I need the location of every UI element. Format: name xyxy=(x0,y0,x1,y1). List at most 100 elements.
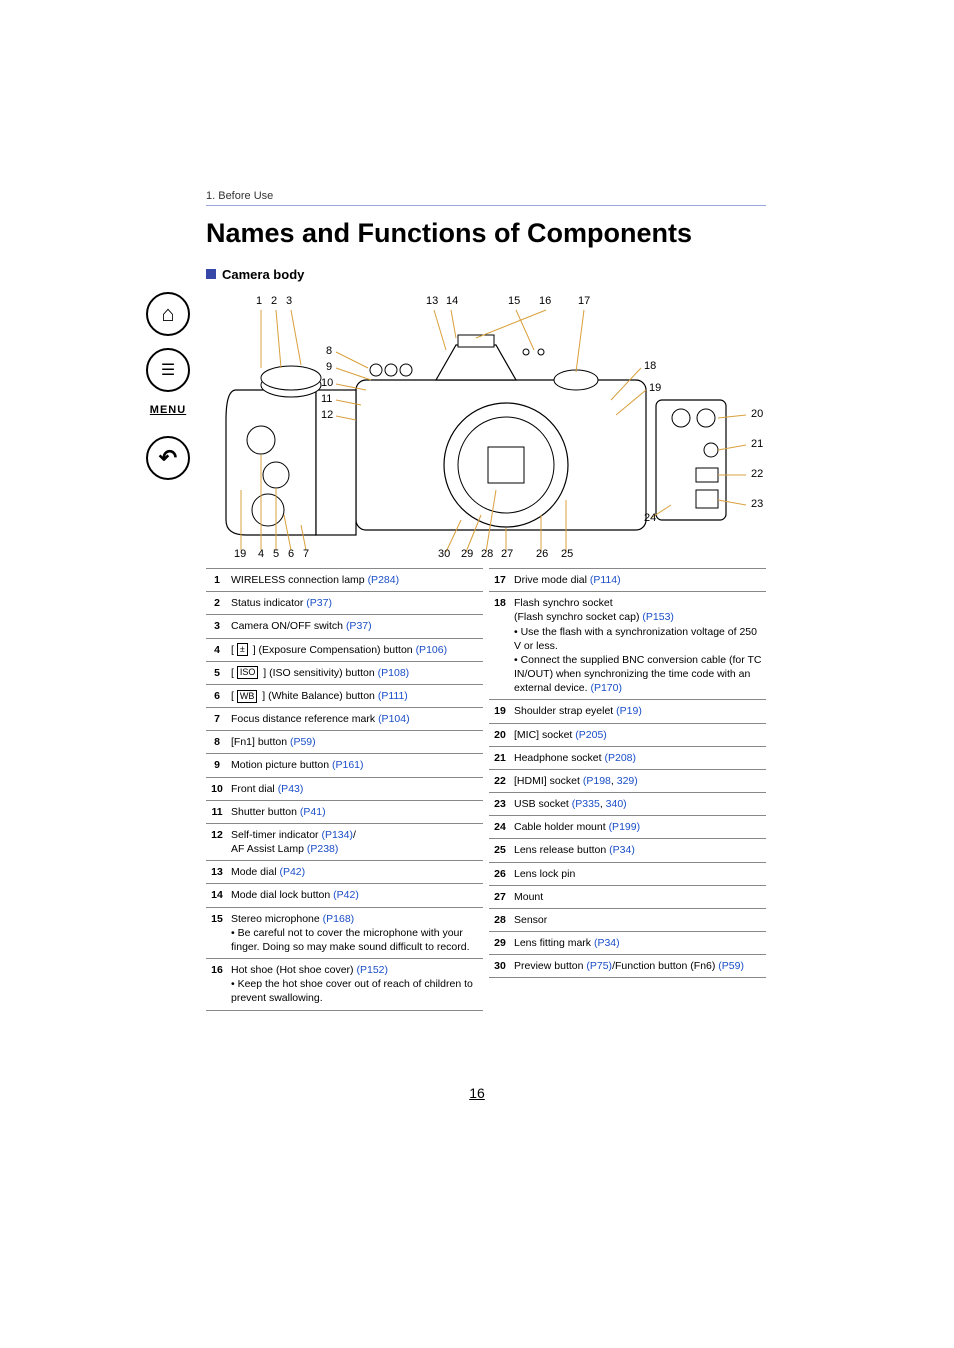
page-content: 1. Before Use Names and Functions of Com… xyxy=(206,190,766,1011)
nav-sidebar: ⌂ ☰ MENU ↶ xyxy=(138,292,198,492)
table-row: 26Lens lock pin xyxy=(489,862,766,885)
camera-diagram: 1 2 3 13 14 15 16 17 18 19 20 21 22 23 2… xyxy=(206,290,766,560)
row-number: 27 xyxy=(489,885,511,908)
page-ref-link[interactable]: (P34) xyxy=(609,844,635,856)
page-ref-link[interactable]: (P161) xyxy=(332,759,364,771)
row-number: 24 xyxy=(489,816,511,839)
row-number: 7 xyxy=(206,708,228,731)
page-ref-link[interactable]: (P153) xyxy=(642,611,674,623)
page-ref-link[interactable]: (P152) xyxy=(356,964,388,976)
back-icon[interactable]: ↶ xyxy=(146,436,190,480)
row-desc: Focus distance reference mark (P104) xyxy=(228,708,483,731)
page-ref-link[interactable]: (P284) xyxy=(368,574,400,586)
page-ref-link[interactable]: (P59) xyxy=(718,960,744,972)
table-row: 30Preview button (P75)/Function button (… xyxy=(489,955,766,978)
co-b5: 5 xyxy=(273,548,279,560)
co-15: 15 xyxy=(508,295,520,307)
co-b6: 6 xyxy=(288,548,294,560)
page-ref-link[interactable]: (P114) xyxy=(590,574,621,586)
row-number: 8 xyxy=(206,731,228,754)
row-desc: Headphone socket (P208) xyxy=(511,746,766,769)
row-desc: Mount xyxy=(511,885,766,908)
page-ref-link[interactable]: (P108) xyxy=(378,667,410,679)
co-26: 26 xyxy=(536,548,548,560)
page-ref-link[interactable]: (P170) xyxy=(590,682,622,694)
co-3: 3 xyxy=(286,295,292,307)
page-ref-link[interactable]: (P34) xyxy=(594,937,620,949)
row-desc: [ ± ] (Exposure Compensation) button (P1… xyxy=(228,638,483,661)
page-ref-link[interactable]: (P37) xyxy=(346,620,372,632)
row-desc: Self-timer indicator (P134)/AF Assist La… xyxy=(228,823,483,860)
co-22: 22 xyxy=(751,468,763,480)
page-ref-link[interactable]: (P42) xyxy=(333,889,359,901)
table-row: 7Focus distance reference mark (P104) xyxy=(206,708,483,731)
page-ref-link[interactable]: (P75) xyxy=(586,960,612,972)
inline-icon: ± xyxy=(237,643,248,656)
row-desc: [MIC] socket (P205) xyxy=(511,723,766,746)
table-row: 1WIRELESS connection lamp (P284) xyxy=(206,569,483,592)
subheading-text: Camera body xyxy=(222,267,304,282)
page-ref-link[interactable]: (P104) xyxy=(378,713,410,725)
table-row: 21Headphone socket (P208) xyxy=(489,746,766,769)
row-number: 4 xyxy=(206,638,228,661)
page-ref-link[interactable]: (P198 xyxy=(583,775,611,787)
toc-icon[interactable]: ☰ xyxy=(146,348,190,392)
home-icon[interactable]: ⌂ xyxy=(146,292,190,336)
row-number: 11 xyxy=(206,800,228,823)
row-desc: USB socket (P335, 340) xyxy=(511,793,766,816)
table-row: 29Lens fitting mark (P34) xyxy=(489,932,766,955)
co-13: 13 xyxy=(426,295,438,307)
row-number: 12 xyxy=(206,823,228,860)
breadcrumb: 1. Before Use xyxy=(206,190,766,206)
co-23: 23 xyxy=(751,498,763,510)
page-ref-link[interactable]: (P168) xyxy=(323,913,355,925)
table-row: 11Shutter button (P41) xyxy=(206,800,483,823)
table-row: 5[ ISO ] (ISO sensitivity) button (P108) xyxy=(206,661,483,684)
table-row: 4[ ± ] (Exposure Compensation) button (P… xyxy=(206,638,483,661)
row-desc: Lens lock pin xyxy=(511,862,766,885)
page-ref-link[interactable]: (P41) xyxy=(300,806,326,818)
co-17: 17 xyxy=(578,295,590,307)
page-ref-link[interactable]: (P19) xyxy=(616,705,642,717)
page-ref-link[interactable]: (P43) xyxy=(278,783,304,795)
row-desc: Lens release button (P34) xyxy=(511,839,766,862)
table-row: 27Mount xyxy=(489,885,766,908)
square-bullet-icon xyxy=(206,269,216,279)
row-desc: [HDMI] socket (P198, 329) xyxy=(511,769,766,792)
row-number: 26 xyxy=(489,862,511,885)
co-18: 18 xyxy=(644,360,656,372)
table-row: 18Flash synchro socket(Flash synchro soc… xyxy=(489,592,766,700)
row-desc: Motion picture button (P161) xyxy=(228,754,483,777)
row-desc: Sensor xyxy=(511,908,766,931)
co-19: 19 xyxy=(649,382,661,394)
page-ref-link[interactable]: (P111) xyxy=(378,690,408,702)
camera-svg xyxy=(206,290,766,560)
table-row: 12Self-timer indicator (P134)/AF Assist … xyxy=(206,823,483,860)
co-b7: 7 xyxy=(303,548,309,560)
row-number: 17 xyxy=(489,569,511,592)
page-ref-link[interactable]: 329) xyxy=(617,775,638,787)
co-8: 8 xyxy=(326,345,332,357)
row-number: 21 xyxy=(489,746,511,769)
row-number: 30 xyxy=(489,955,511,978)
row-number: 6 xyxy=(206,684,228,707)
row-desc: Shoulder strap eyelet (P19) xyxy=(511,700,766,723)
page-ref-link[interactable]: (P238) xyxy=(307,843,339,855)
page-ref-link[interactable]: (P106) xyxy=(416,644,448,656)
page-ref-link[interactable]: (P134) xyxy=(321,829,353,841)
page-ref-link[interactable]: (P59) xyxy=(290,736,316,748)
page-ref-link[interactable]: (P37) xyxy=(306,597,332,609)
row-number: 29 xyxy=(489,932,511,955)
page-ref-link[interactable]: 340) xyxy=(606,798,627,810)
row-desc: Flash synchro socket(Flash synchro socke… xyxy=(511,592,766,700)
page-ref-link[interactable]: (P42) xyxy=(279,866,305,878)
row-number: 28 xyxy=(489,908,511,931)
page-ref-link[interactable]: (P335 xyxy=(572,798,600,810)
page-ref-link[interactable]: (P205) xyxy=(575,729,607,741)
page-title: Names and Functions of Components xyxy=(206,218,766,249)
menu-button[interactable]: MENU xyxy=(146,404,190,424)
row-desc: Lens fitting mark (P34) xyxy=(511,932,766,955)
page-ref-link[interactable]: (P199) xyxy=(609,821,641,833)
page-ref-link[interactable]: (P208) xyxy=(604,752,636,764)
table-row: 19Shoulder strap eyelet (P19) xyxy=(489,700,766,723)
